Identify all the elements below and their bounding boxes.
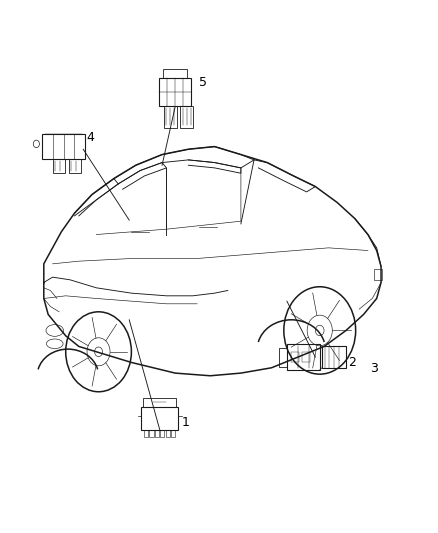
Bar [291,352,299,362]
Bar [163,69,187,78]
Bar [302,352,310,362]
Bar [287,344,320,370]
Bar [149,430,153,437]
Bar [322,346,346,368]
Text: 4: 4 [87,131,95,144]
Text: 5: 5 [199,76,207,89]
Bar [144,430,148,437]
Bar [143,398,176,407]
Bar [69,159,81,173]
Bar [279,348,287,367]
Bar [171,430,175,437]
Bar [53,159,65,173]
Bar [42,134,85,159]
Bar [164,106,177,128]
Text: 3: 3 [370,362,378,375]
Bar [166,430,170,437]
Bar [180,106,193,128]
Text: 2: 2 [348,356,356,369]
Bar [141,407,179,430]
Bar [160,430,164,437]
Bar [155,430,159,437]
Text: 1: 1 [182,416,190,429]
Bar [159,78,191,106]
